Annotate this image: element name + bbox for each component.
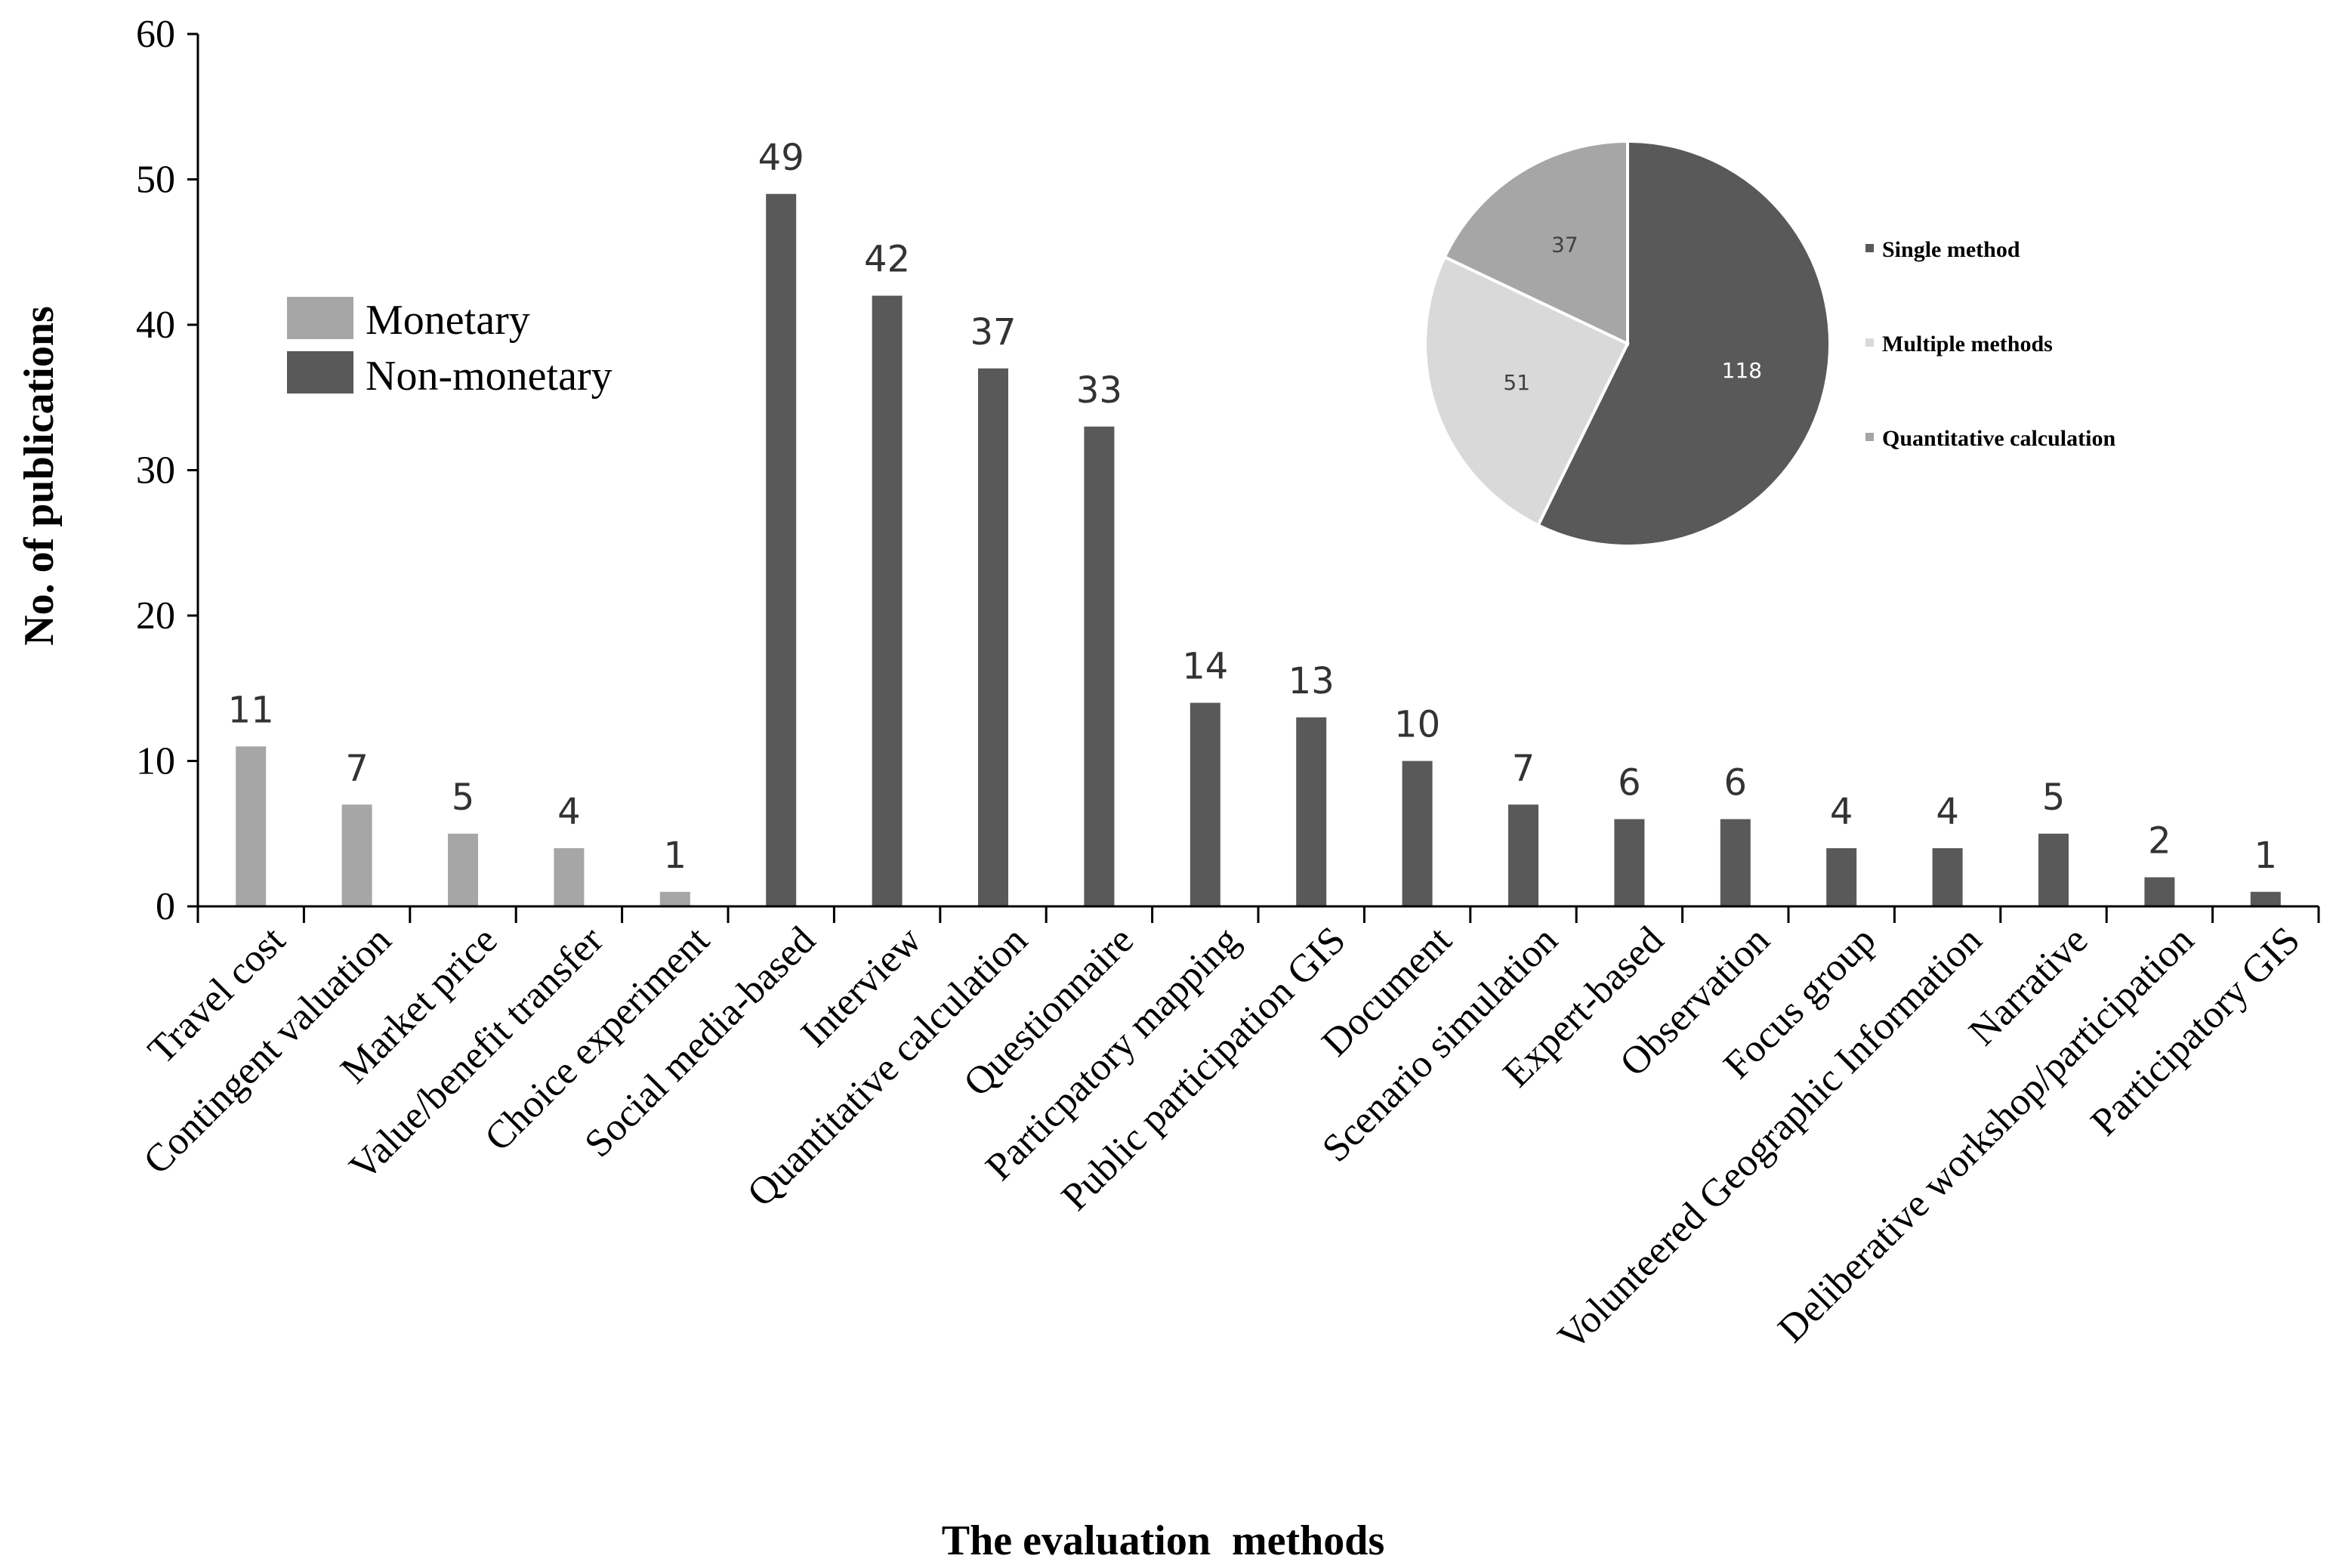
pie-legend-label-multiple-methods: Multiple methods (1882, 332, 2053, 357)
bar-value-benefit-transfer (554, 848, 585, 906)
bar-document (1402, 761, 1433, 906)
x-axis-title: The evaluation methods (942, 1517, 1385, 1564)
data-label-particpatory-mapping: 14 (1182, 646, 1228, 688)
bar-market-price (448, 833, 478, 906)
data-label-focus-group: 4 (1830, 791, 1853, 833)
bars: 11 7 5 4 1 49 42 37 33 14 13 10 7 6 6 4 4 5 2 1 (228, 137, 2281, 906)
legend-label-monetary: Monetary (366, 297, 530, 344)
pie-legend-label-single-method: Single method (1882, 237, 2020, 262)
bar-participatory-gis (2250, 891, 2281, 906)
bar-contingent-valuation (341, 804, 372, 906)
pie-legend-label-quantitative-calculation: Quantitative calculation (1882, 426, 2115, 451)
data-label-value-benefit-transfer: 4 (557, 791, 581, 833)
bar-volunteered-geographic-information (1932, 848, 1963, 906)
bar-deliberative-workshop-participation (2144, 877, 2175, 906)
bar-choice-experiment (659, 891, 690, 906)
bar-observation (1720, 819, 1751, 906)
pie-legend: Single method Multiple methods Quantitat… (1865, 237, 2115, 451)
bar-public-participation-gis (1296, 717, 1327, 906)
data-label-volunteered-geographic-information: 4 (1936, 791, 1959, 833)
y-tick-label: 0 (156, 885, 175, 928)
data-label-deliberative-workshop-participation: 2 (2148, 820, 2171, 863)
pie-legend-swatch-multiple-methods (1865, 338, 1874, 347)
y-tick-label: 10 (136, 740, 175, 783)
legend-label-non-monetary: Non-monetary (366, 353, 613, 400)
bar-travel-cost (236, 746, 267, 906)
pie-slice-quantitative-calculation (1443, 139, 1629, 347)
data-label-contingent-valuation: 7 (345, 747, 369, 789)
legend-swatch-non-monetary (287, 351, 353, 394)
pie-label-single-method: 118 (1722, 358, 1762, 383)
bar-scenario-simulation (1508, 804, 1538, 906)
pie-slice-multiple-methods (1424, 255, 1630, 528)
y-tick-label: 60 (136, 13, 175, 56)
data-label-scenario-simulation: 7 (1512, 747, 1535, 789)
data-label-choice-experiment: 1 (664, 835, 687, 877)
pie-legend-swatch-quantitative-calculation (1865, 433, 1874, 441)
bar-questionnaire (1084, 426, 1115, 906)
pie-label-quantitative-calculation: 37 (1551, 233, 1578, 258)
pie-label-multiple-methods: 51 (1503, 370, 1530, 395)
y-axis-title: No. of publications (16, 306, 63, 646)
bar-interview (872, 295, 903, 906)
data-label-participatory-gis: 1 (2254, 835, 2278, 877)
y-tick-label: 50 (136, 159, 175, 202)
pie-chart: 118 51 37 (1424, 139, 1832, 548)
data-label-quantitative-calculation: 37 (970, 311, 1016, 353)
bar-quantitative-calculation (978, 368, 1008, 906)
data-label-narrative: 5 (2042, 776, 2066, 819)
legend-swatch-monetary (287, 297, 353, 339)
pie-slice-single-method (1535, 139, 1832, 548)
y-axis: 0 10 20 30 40 50 60 (136, 13, 199, 928)
bar-social-media-based (766, 193, 797, 906)
bar-legend: Monetary Non-monetary (287, 297, 613, 400)
pie-legend-swatch-single-method (1865, 244, 1874, 252)
data-label-observation: 6 (1724, 762, 1748, 804)
data-label-public-participation-gis: 13 (1288, 660, 1335, 702)
bar-particpatory-mapping (1190, 702, 1220, 906)
y-tick-label: 40 (136, 304, 175, 347)
y-tick-label: 30 (136, 449, 175, 492)
bar-narrative (2038, 833, 2069, 906)
y-tick-label: 20 (136, 594, 175, 637)
data-label-document: 10 (1394, 704, 1440, 746)
data-label-expert-based: 6 (1618, 762, 1641, 804)
data-label-social-media-based: 49 (758, 137, 804, 179)
data-label-questionnaire: 33 (1076, 369, 1122, 412)
bar-focus-group (1826, 848, 1857, 906)
data-label-market-price: 5 (452, 776, 475, 819)
bar-expert-based (1614, 819, 1645, 906)
data-label-interview: 42 (864, 239, 910, 281)
data-label-travel-cost: 11 (228, 689, 274, 731)
